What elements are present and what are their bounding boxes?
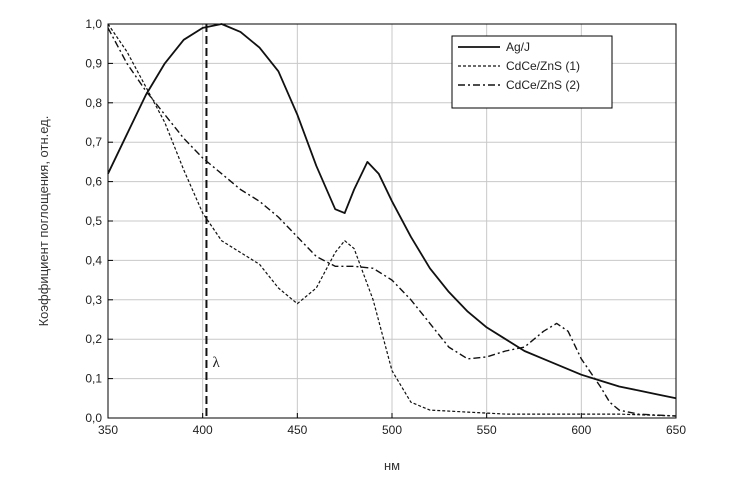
- x-tick-label: 400: [193, 423, 213, 437]
- marker-layer: λ: [205, 24, 220, 418]
- x-tick-label: 650: [666, 423, 686, 437]
- legend-box: [451, 35, 613, 109]
- y-tick-label: 0,3: [85, 293, 102, 307]
- y-tick-label: 0,7: [85, 135, 102, 149]
- y-tick-label: 0,2: [85, 332, 102, 346]
- x-tick-label: 550: [477, 423, 497, 437]
- legend-label-ag-j: Ag/J: [506, 40, 530, 54]
- x-axis-title: нм: [384, 458, 400, 473]
- y-tick-label: 0,6: [85, 175, 102, 189]
- series-line-ag-j: [107, 23, 677, 400]
- tick-labels: 350 400 450 500 550 600 650 0,0 0,1 0,2 0,3 0,4 0,5 0…: [85, 17, 686, 437]
- y-axis-title: Коэффициент поглощения, отн.ед.: [36, 116, 51, 327]
- y-tick-label: 0,8: [85, 96, 102, 110]
- x-tick-label: 350: [98, 423, 118, 437]
- legend-label-cdce-zns-2: CdCe/ZnS (2): [506, 78, 580, 92]
- y-tick-label: 0,1: [85, 372, 102, 386]
- x-tick-label: 500: [382, 423, 402, 437]
- axis-ticks: [107, 23, 677, 419]
- legend: Ag/J CdCe/ZnS (1) CdCe/ZnS (2): [451, 35, 613, 109]
- y-tick-label: 0,0: [85, 411, 102, 425]
- x-tick-label: 600: [571, 423, 591, 437]
- lambda-label: λ: [212, 355, 220, 371]
- y-tick-label: 0,4: [85, 253, 102, 267]
- y-tick-label: 0,5: [85, 214, 102, 228]
- y-tick-label: 0,9: [85, 56, 102, 70]
- y-tick-label: 1,0: [85, 17, 102, 31]
- x-tick-label: 450: [287, 423, 307, 437]
- legend-label-cdce-zns-1: CdCe/ZnS (1): [506, 59, 580, 73]
